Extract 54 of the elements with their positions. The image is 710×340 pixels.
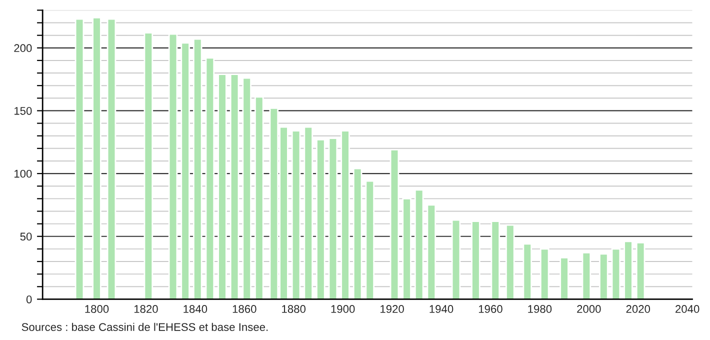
bar bbox=[426, 204, 436, 300]
x-tick-label: 1880 bbox=[282, 305, 306, 313]
bar bbox=[611, 248, 621, 300]
bar bbox=[328, 138, 338, 300]
source-note: Sources : base Cassini de l'EHESS et base Insee. bbox=[22, 322, 268, 332]
bar bbox=[599, 253, 608, 300]
x-tick-label: 1800 bbox=[85, 305, 109, 313]
bar bbox=[390, 148, 400, 300]
bar bbox=[242, 77, 252, 300]
x-tick-label: 1940 bbox=[430, 305, 454, 313]
bar bbox=[402, 198, 412, 300]
bar bbox=[582, 252, 592, 300]
bar bbox=[471, 220, 480, 300]
bar bbox=[168, 33, 178, 300]
x-tick-label: 1960 bbox=[478, 305, 502, 313]
bar bbox=[560, 257, 569, 300]
x-tick-label: 1920 bbox=[380, 305, 404, 313]
y-tick-label: 0 bbox=[26, 295, 32, 304]
bar bbox=[522, 243, 532, 300]
bar bbox=[254, 96, 264, 300]
x-tick-label: 2000 bbox=[577, 305, 601, 313]
x-tick-label: 1820 bbox=[134, 305, 158, 313]
bar bbox=[506, 224, 515, 300]
bar bbox=[490, 220, 500, 300]
x-tick-label: 1840 bbox=[184, 305, 208, 313]
bar bbox=[106, 18, 116, 300]
bar bbox=[74, 18, 84, 300]
bar bbox=[540, 248, 550, 300]
bar bbox=[624, 240, 633, 300]
bar bbox=[92, 17, 102, 300]
y-tick-label: 50 bbox=[20, 232, 32, 241]
bar bbox=[340, 130, 350, 300]
y-tick-label: 100 bbox=[14, 170, 32, 178]
bar bbox=[414, 189, 424, 300]
bar bbox=[451, 219, 461, 300]
x-tick-label: 2020 bbox=[626, 305, 650, 313]
y-tick-label: 200 bbox=[14, 44, 32, 52]
x-tick-label: 2040 bbox=[676, 305, 700, 313]
bar bbox=[144, 32, 154, 300]
bar bbox=[365, 180, 375, 300]
bar bbox=[291, 130, 301, 300]
bar bbox=[193, 38, 202, 300]
bar bbox=[230, 74, 240, 300]
x-tick-label: 1860 bbox=[232, 305, 256, 313]
bar bbox=[316, 138, 326, 300]
x-tick-label: 1980 bbox=[528, 305, 552, 313]
x-tick-label: 1900 bbox=[331, 305, 355, 313]
bar bbox=[180, 42, 190, 300]
bar bbox=[218, 74, 227, 300]
bar bbox=[352, 168, 362, 300]
y-tick-label: 150 bbox=[14, 106, 32, 115]
bar bbox=[304, 126, 313, 300]
bar bbox=[636, 242, 646, 300]
bar bbox=[205, 57, 215, 300]
